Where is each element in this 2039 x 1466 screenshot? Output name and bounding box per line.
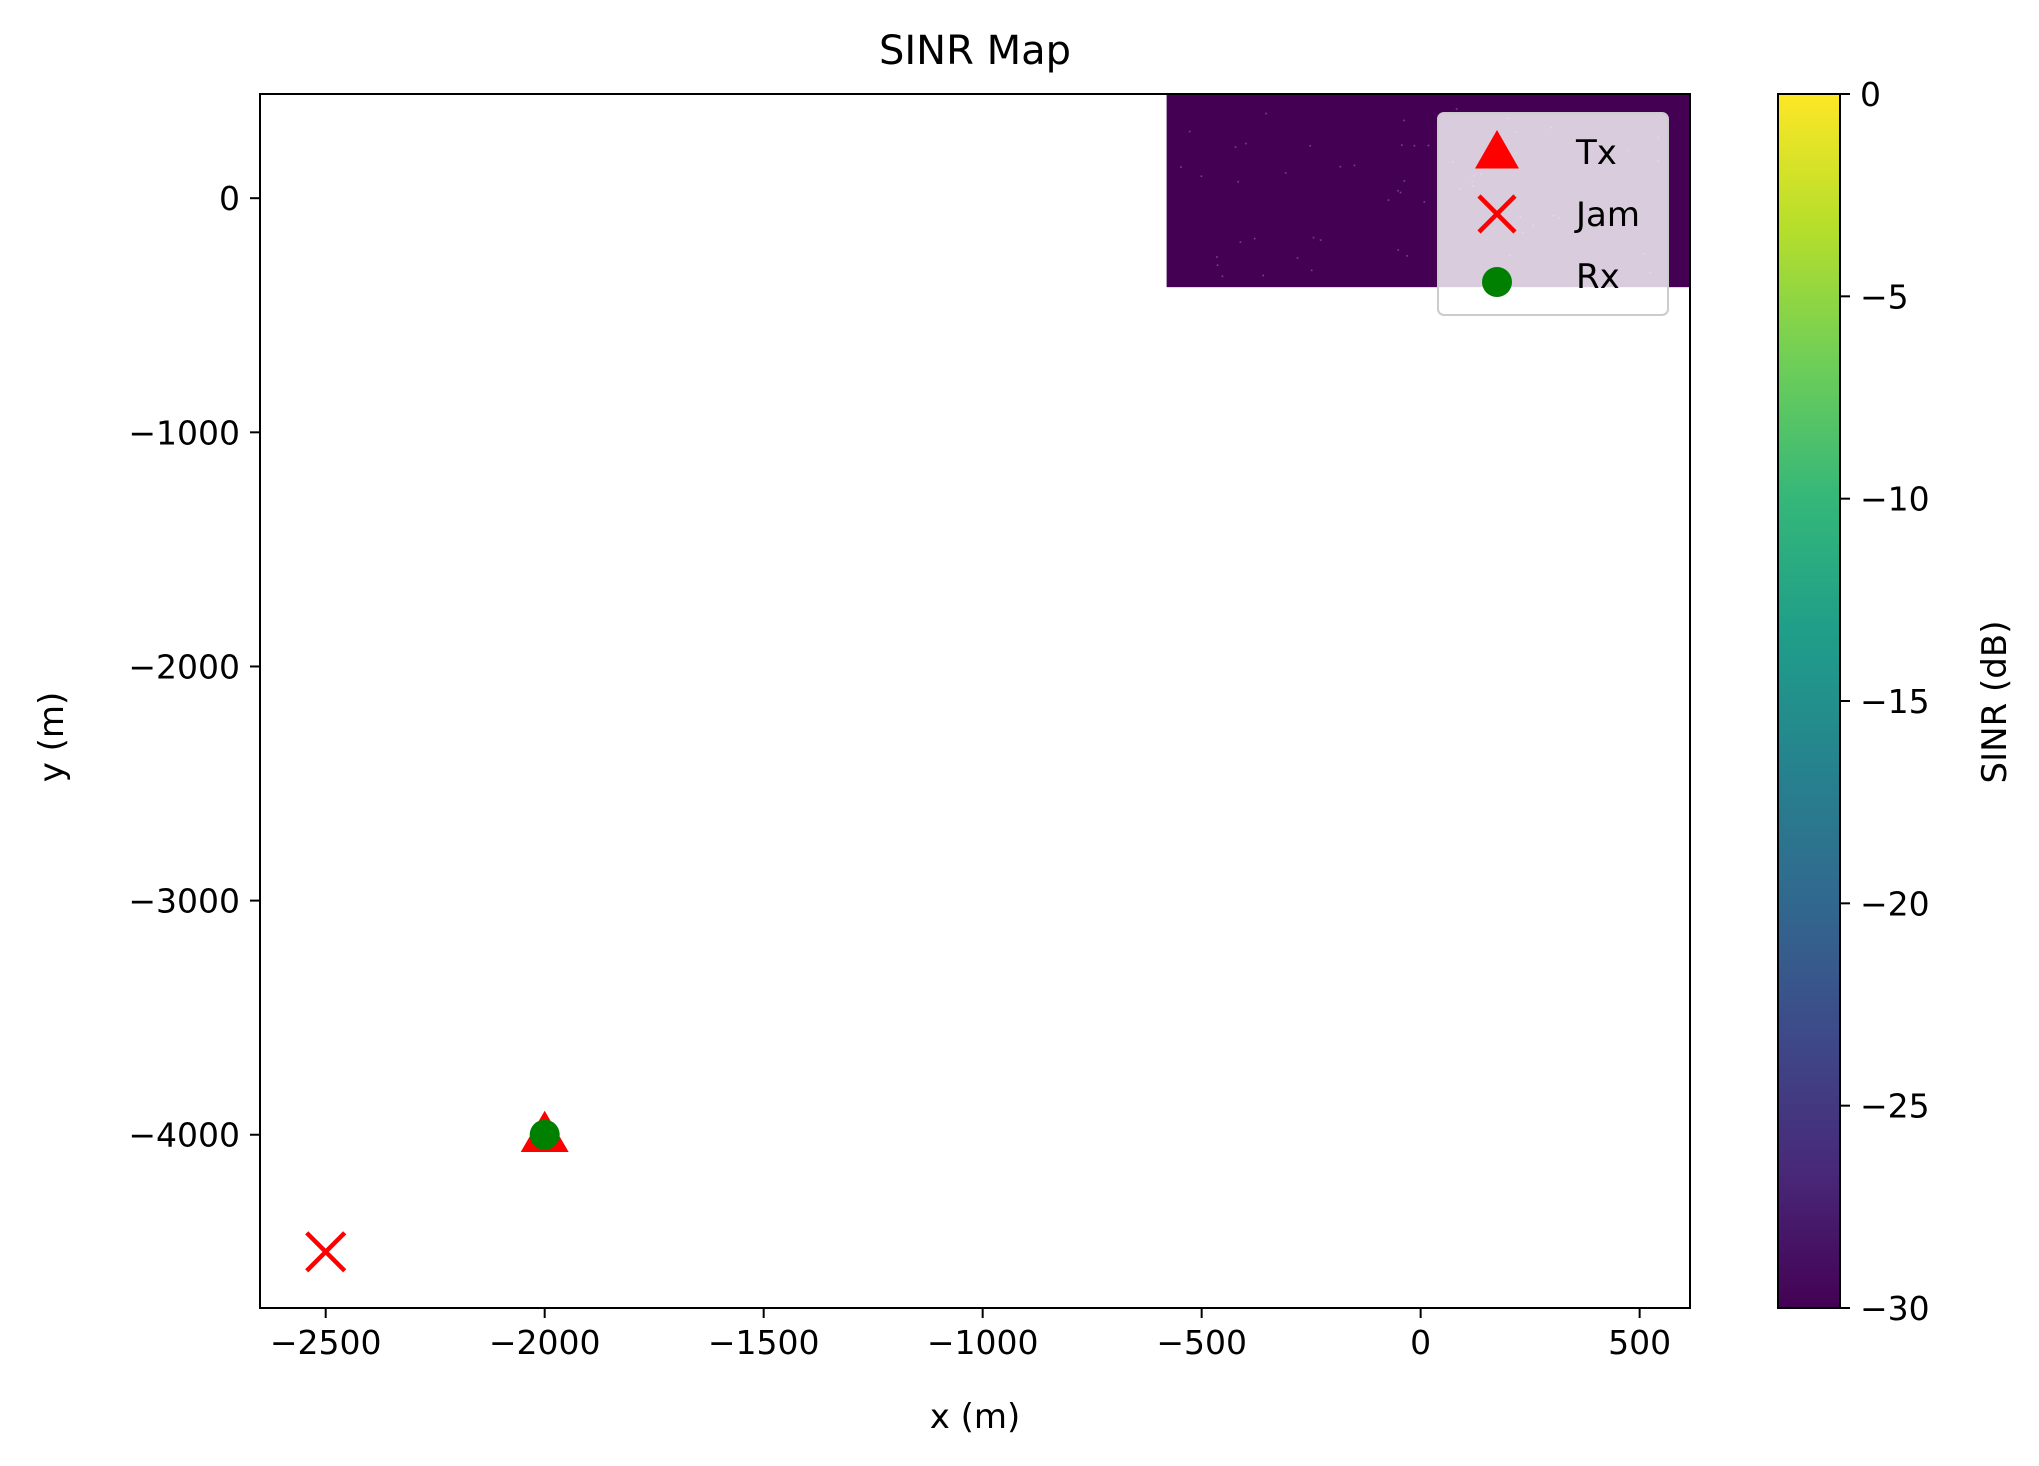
legend-marker-jam [1477,194,1517,234]
x-tick-label: −1000 [927,1323,1039,1362]
heatmap-speckle [1413,144,1416,147]
chart-title: SINR Map [879,28,1071,74]
legend-marker-rx [1482,267,1512,297]
x-tick-label: 500 [1608,1323,1671,1362]
heatmap-speckle [1221,275,1224,278]
x-axis-label: x (m) [930,1397,1021,1437]
markers-layer [305,1110,569,1273]
heatmap-speckle [1397,249,1400,251]
heatmap-speckle [1253,237,1256,240]
colorbar-tick-label: −5 [1860,277,1909,316]
heatmap-speckle [1180,166,1182,168]
heatmap-speckle [1399,191,1402,194]
colorbar-tick-label: −15 [1860,682,1930,721]
heatmap-speckle [1245,142,1247,145]
y-tick-label: 0 [219,179,240,218]
heatmap-speckle [1216,256,1218,258]
heatmap-speckle [1319,239,1322,241]
colorbar-tick-label: −20 [1860,884,1930,923]
heatmap-speckle [1397,189,1399,192]
heatmap-speckle [1401,144,1403,146]
heatmap-speckle [1216,264,1219,266]
heatmap-speckle [1265,112,1267,115]
heatmap-speckle [1234,146,1237,148]
legend-label-jam: Jam [1574,195,1640,235]
marker-rx [529,1119,560,1150]
colorbar: 0 −5 −10 −15 −20 −25 −30 [1777,75,1930,1328]
legend: Tx Jam Rx [1437,112,1669,316]
legend-label-tx: Tx [1575,133,1617,173]
colorbar-tick-label: −25 [1860,1087,1930,1126]
plot-frame [259,93,1691,1309]
x-tick-label: −2500 [270,1323,382,1362]
heatmap-speckle [1353,164,1356,167]
y-tick-label: −3000 [128,882,240,921]
legend-label-rx: Rx [1576,257,1620,297]
heatmap-speckle [1188,130,1191,133]
colorbar-label: SINR (dB) [1975,621,2015,784]
heatmap-speckle [1237,180,1239,183]
marker-jam [305,1231,347,1273]
heatmap-speckle [1312,236,1315,239]
x-tick-label: −2000 [489,1323,601,1362]
colorbar-tick-label: −10 [1860,480,1930,519]
colorbar-gradient [1778,94,1840,1308]
heatmap-speckle [1262,274,1264,277]
heatmap-speckle [1284,172,1287,174]
colorbar-tick-label: −30 [1860,1289,1930,1328]
colorbar-tick-label: 0 [1860,75,1881,114]
heatmap-speckle [1239,241,1242,243]
y-axis-label: y (m) [32,692,72,783]
heatmap-speckle [1200,175,1203,177]
heatmap-speckle [1310,269,1313,272]
legend-marker-tx [1475,130,1519,169]
heatmap-speckle [1403,119,1405,122]
heatmap-speckle [1387,199,1390,201]
x-tick-label: 0 [1410,1323,1431,1362]
heatmap-speckle [1309,145,1312,147]
heatmap-speckle [1406,255,1408,257]
y-tick-label: −4000 [128,1116,240,1155]
x-tick-label: −1500 [708,1323,820,1362]
heatmap-speckle [1296,257,1299,259]
heatmap-speckle [1423,201,1426,203]
heatmap-speckle [1455,108,1458,110]
y-tick-label: −1000 [128,413,240,452]
heatmap-speckle [1339,165,1342,168]
x-tick-label: −500 [1156,1323,1247,1362]
heatmap-speckle [1403,180,1406,182]
heatmap-speckle [1427,144,1430,147]
axes-layer: −2500 −2000 −1500 −1000 −500 0 500 0 −1000 −2000 −… [128,93,1691,1362]
y-tick-label: −2000 [128,647,240,686]
